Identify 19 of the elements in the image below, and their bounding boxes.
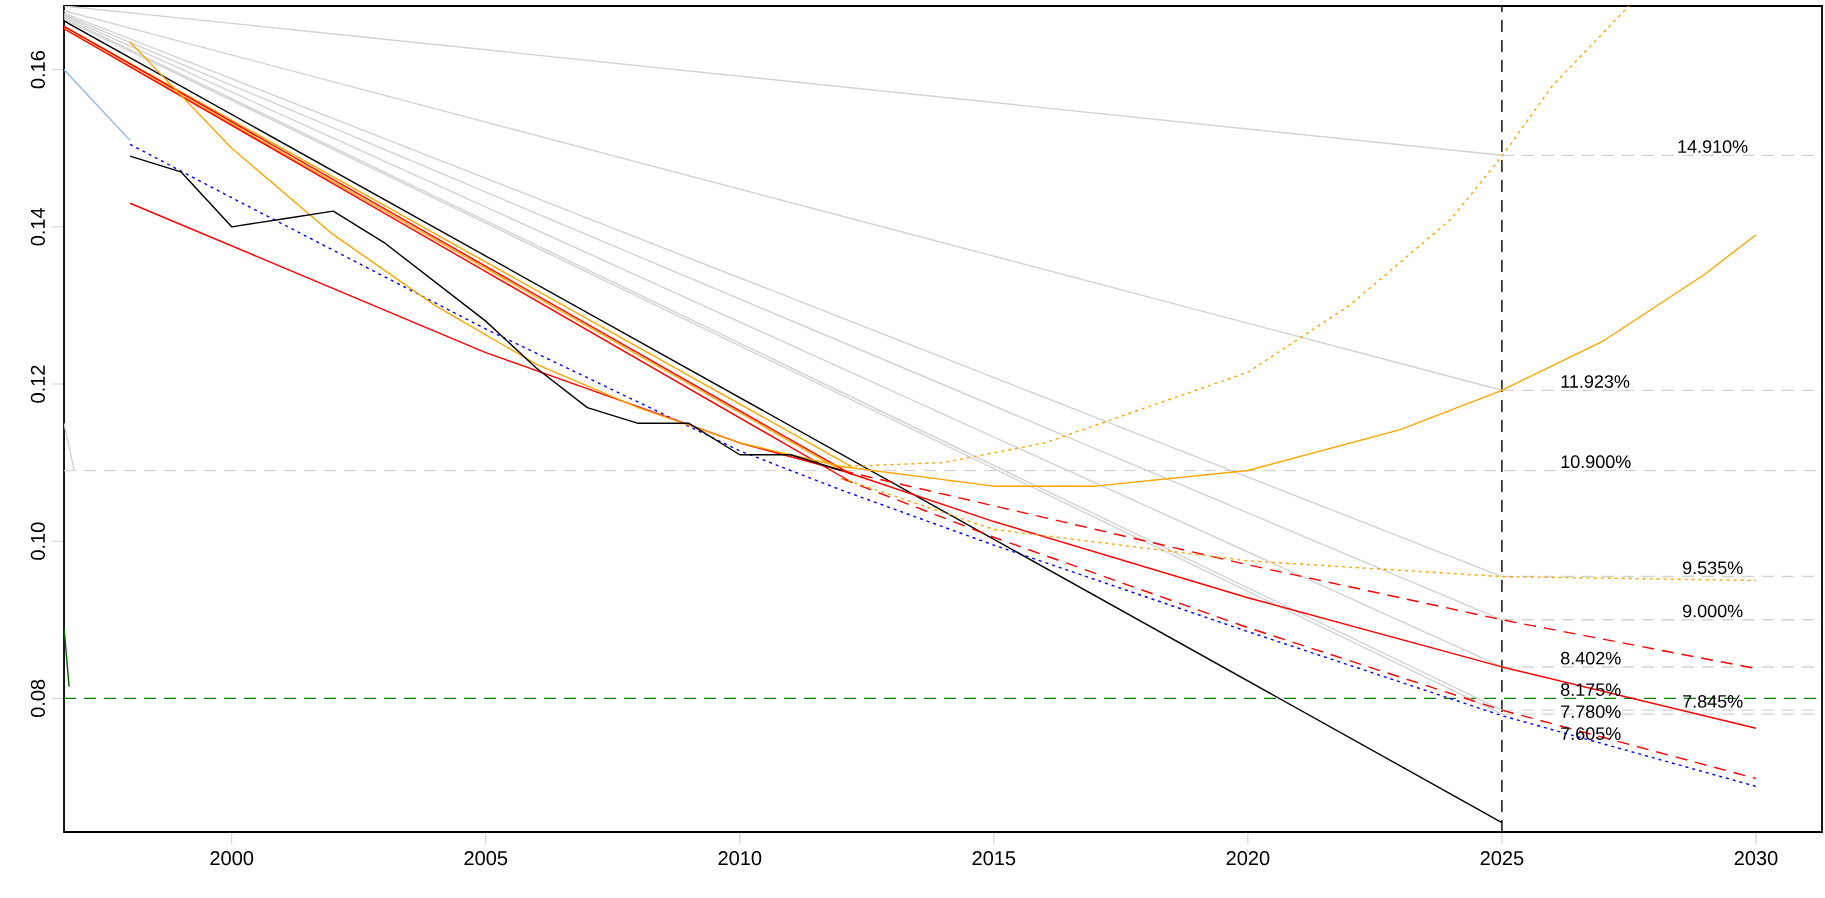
x-tick-label: 2030 <box>1734 851 1778 866</box>
x-tick-label: 2020 <box>1226 851 1270 866</box>
y-tick-label: 0.12 <box>30 365 45 403</box>
x-tick-label: 2000 <box>210 851 254 866</box>
x-tick-label: 2025 <box>1480 851 1524 866</box>
annotation: 14.910% <box>1678 140 1748 153</box>
x-tick-label: 2005 <box>464 851 508 866</box>
y-tick-label: 0.08 <box>30 679 45 718</box>
annotation: 10.900% <box>1561 455 1631 469</box>
annotation: 8.402% <box>1560 651 1621 665</box>
annotation: 7.780% <box>1561 705 1621 718</box>
y-tick-label: 0.10 <box>30 522 45 560</box>
x-tick-label: 2010 <box>718 851 762 866</box>
annotation: 9.000% <box>1683 604 1743 618</box>
annotation: 11.923% <box>1561 375 1630 388</box>
x-tick-label: 2015 <box>972 851 1016 866</box>
y-tick-label: 0.16 <box>30 51 45 89</box>
annotation: 9.535% <box>1683 561 1743 575</box>
y-tick-label: 0.14 <box>30 207 45 246</box>
